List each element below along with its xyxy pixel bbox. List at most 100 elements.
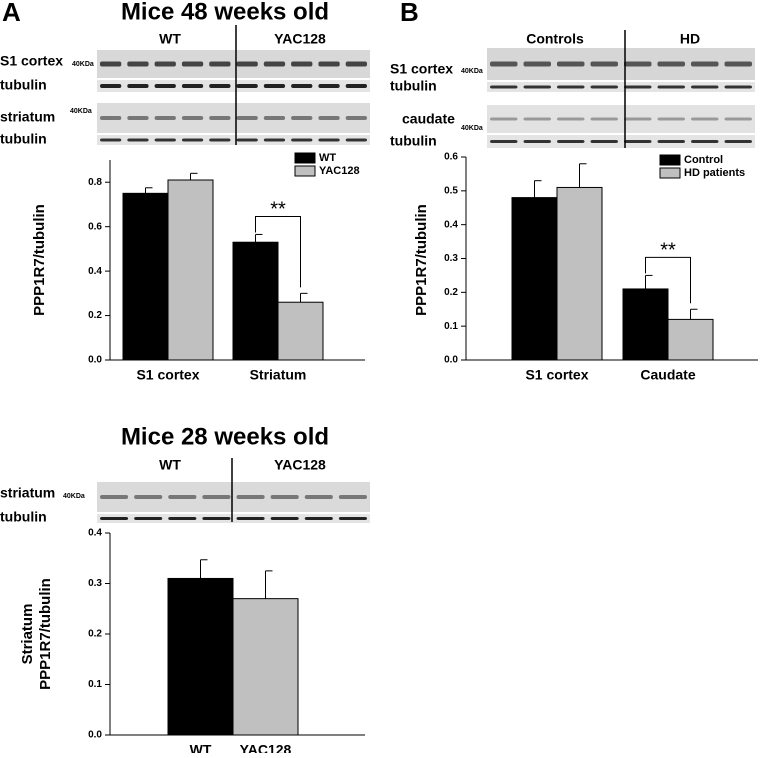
significance-bracket <box>255 215 301 288</box>
y-tick-label: 0.0 <box>88 730 102 741</box>
blot-band <box>345 84 367 88</box>
significance-label: ** <box>270 199 286 221</box>
blot-label: striatum <box>0 485 55 501</box>
blot-band <box>691 85 719 89</box>
blot-band <box>270 495 299 499</box>
blot-band <box>590 140 618 143</box>
blot <box>97 135 370 145</box>
blot-band <box>134 517 163 520</box>
y-axis-label: PPP1R7/tubulin <box>31 204 48 316</box>
y-tick-label: 0.4 <box>88 528 102 539</box>
blot-band <box>304 517 333 520</box>
bar <box>167 179 214 361</box>
blot-band <box>345 116 367 120</box>
y-axis-label: PPP1R7/tubulin <box>37 578 54 690</box>
y-tick-label: 0.3 <box>444 253 458 264</box>
bar <box>167 577 234 736</box>
legend-swatch <box>659 154 681 166</box>
blot-band <box>624 117 652 121</box>
blot-band <box>590 117 618 121</box>
legend-label: Control <box>684 154 723 166</box>
blot-band <box>724 117 752 121</box>
blot-band <box>100 84 122 88</box>
blot-band <box>724 140 752 143</box>
legend-label: WT <box>319 152 336 164</box>
blot-band <box>691 61 719 67</box>
blot-band <box>202 495 231 499</box>
blot-band <box>490 85 518 89</box>
blot-band <box>318 61 340 67</box>
y-tick-label: 0.6 <box>88 221 102 232</box>
y-tick-label: 0.3 <box>88 578 102 589</box>
blot-band <box>557 61 585 67</box>
bar <box>232 598 299 736</box>
blot-band <box>523 85 551 89</box>
blot-band <box>100 495 129 499</box>
blot-band <box>100 517 129 520</box>
y-tick-label: 0.4 <box>444 219 458 230</box>
x-tick-label: S1 cortex <box>525 367 588 383</box>
blot-marker: 40KDa <box>70 108 92 115</box>
y-tick-label: 0.0 <box>444 355 458 366</box>
blot-band <box>318 138 340 142</box>
bar <box>122 192 169 361</box>
blot-band <box>318 116 340 120</box>
blot-band <box>181 61 204 67</box>
blot-band <box>236 495 265 499</box>
blot-band <box>490 117 518 121</box>
blot-band <box>209 61 231 67</box>
blot-band <box>523 61 551 67</box>
y-tick-label: 0.6 <box>444 152 458 163</box>
blot-band <box>523 140 551 143</box>
y-tick-label: 0.8 <box>88 177 102 188</box>
panel-letter: B <box>400 0 419 27</box>
panel-letter: A <box>2 0 21 27</box>
blot-band <box>168 517 197 520</box>
blot-band <box>557 140 585 143</box>
y-tick-label: 0.1 <box>88 679 102 690</box>
blot-band <box>557 85 585 89</box>
blot-group: WT <box>159 457 181 473</box>
blot-label: tubulin <box>0 509 47 525</box>
legend-label: YAC128 <box>319 165 360 177</box>
y-tick-label: 0.4 <box>88 266 102 277</box>
blot-band <box>291 116 313 120</box>
blot-band <box>263 61 286 67</box>
x-tick-label: S1 cortex <box>136 367 199 383</box>
blot-band <box>338 495 367 499</box>
y-axis-label: PPP1R7/tubulin <box>413 204 430 316</box>
blot-band <box>345 138 367 142</box>
blot-band <box>657 140 685 143</box>
blot-band <box>291 138 313 142</box>
legend-label: HD patients <box>684 167 745 179</box>
blot-band <box>154 138 176 142</box>
blot-band <box>724 61 752 67</box>
blot-band <box>154 116 176 120</box>
blot-band <box>291 61 313 67</box>
blot-group: WT <box>159 31 181 47</box>
legend-swatch <box>294 165 316 177</box>
blot-band <box>209 138 231 142</box>
blot <box>487 82 755 92</box>
blot-label: S1 cortex <box>0 53 63 69</box>
blot-band <box>263 84 286 88</box>
blot-band <box>100 61 122 67</box>
blot-band <box>209 116 231 120</box>
blot-band <box>236 517 265 520</box>
blot-band <box>691 117 719 121</box>
bar <box>667 318 714 361</box>
blot-band <box>100 138 122 142</box>
x-tick-label: YAC128 <box>240 742 292 753</box>
bar <box>511 197 558 361</box>
blot-band <box>624 85 652 89</box>
blot-band <box>291 84 313 88</box>
legend-swatch <box>659 167 681 179</box>
y-tick-label: 0.2 <box>88 629 102 640</box>
y-axis-label: Striatum <box>19 604 36 665</box>
blot-band <box>154 84 176 88</box>
blot-band <box>100 116 122 120</box>
blot-label: S1 cortex <box>390 61 453 77</box>
blot <box>487 135 755 148</box>
blot-band <box>236 61 258 67</box>
